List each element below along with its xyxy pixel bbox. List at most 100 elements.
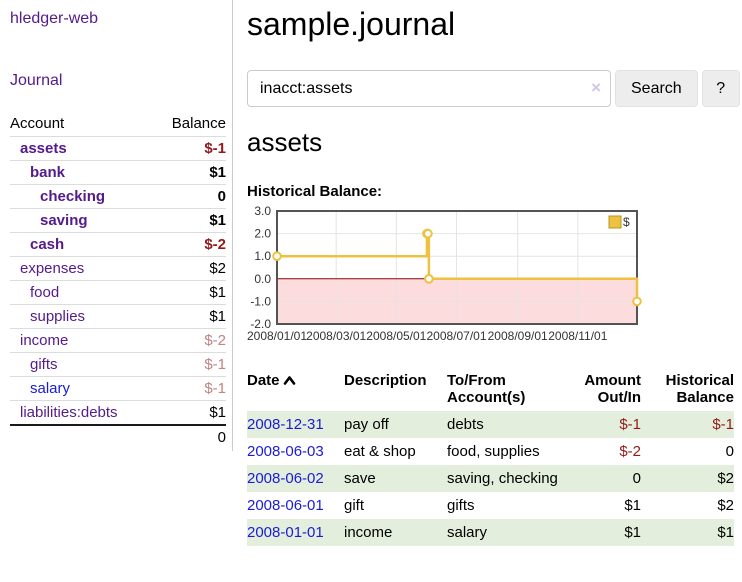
- transaction-balance: 0: [725, 443, 734, 460]
- y-tick-label: 2.0: [254, 227, 271, 241]
- transaction-description: eat & shop: [344, 443, 416, 460]
- account-heading: assets: [247, 127, 323, 157]
- account-row: salary $-1: [10, 376, 226, 401]
- app-layout: hledger-web Journal Account Balance asse…: [0, 0, 742, 546]
- account-link[interactable]: food: [30, 284, 60, 301]
- account-balance: $2: [153, 256, 226, 281]
- search-button[interactable]: Search: [615, 70, 698, 107]
- sidebar-nav: Journal: [10, 72, 226, 90]
- transaction-row: 2008-12-31 pay off debts $-1 $-1: [247, 411, 734, 438]
- account-balance: $1: [153, 400, 226, 425]
- account-row: liabilities:debts $1: [10, 400, 226, 425]
- account-row: gifts $-1: [10, 352, 226, 377]
- x-tick-label: 2008/11/01: [548, 329, 607, 343]
- account-link[interactable]: liabilities:debts: [20, 404, 118, 421]
- x-tick-label: 2008/05/01: [366, 329, 426, 343]
- main-content: sample.journal × Search ? assets Histori…: [233, 0, 742, 546]
- legend-label: $: [623, 215, 630, 229]
- transaction-balance: $-1: [712, 416, 734, 433]
- account-link[interactable]: income: [20, 332, 69, 349]
- transaction-amount: $1: [624, 524, 641, 541]
- account-link[interactable]: gifts: [30, 356, 58, 373]
- account-link[interactable]: cash: [30, 236, 65, 253]
- account-link[interactable]: supplies: [30, 308, 86, 325]
- account-link[interactable]: saving: [40, 212, 88, 229]
- y-tick-label: -2.0: [250, 317, 271, 331]
- data-point: [272, 251, 282, 262]
- account-name-cell: saving: [10, 208, 154, 233]
- account-link[interactable]: salary: [30, 380, 71, 397]
- sidebar: hledger-web Journal Account Balance asse…: [0, 0, 233, 451]
- x-tick-label: 2008/09/01: [488, 329, 548, 343]
- chart-title: Historical Balance:: [247, 183, 383, 200]
- account-row: saving $1: [10, 208, 226, 233]
- account-link[interactable]: bank: [30, 164, 66, 181]
- transaction-date-link[interactable]: 2008-12-31: [247, 416, 324, 433]
- register-header-balance: Historical Balance: [665, 372, 734, 406]
- app-title-link[interactable]: hledger-web: [10, 10, 99, 27]
- account-link[interactable]: expenses: [20, 260, 85, 277]
- clear-search-icon[interactable]: ×: [591, 78, 601, 97]
- account-row: supplies $1: [10, 304, 226, 329]
- transaction-row: 2008-06-01 gift gifts $1 $2: [247, 492, 734, 519]
- help-button[interactable]: ?: [701, 70, 740, 107]
- account-balance: $-1: [153, 352, 226, 377]
- account-link[interactable]: assets: [20, 140, 67, 157]
- accounts-table-body: assets $-1 bank $1 checking 0 saving $1 cash $-2 e…: [10, 136, 226, 425]
- page-title: sample.journal: [247, 6, 456, 42]
- account-link[interactable]: checking: [40, 188, 106, 205]
- transaction-date-cell: 2008-01-01: [247, 519, 344, 546]
- account-row: expenses $2: [10, 256, 226, 281]
- transaction-balance: $2: [717, 497, 734, 514]
- transaction-date-link[interactable]: 2008-06-03: [247, 443, 324, 460]
- transaction-accounts: salary: [447, 524, 488, 541]
- register-header-accounts: To/From Account(s): [447, 372, 526, 406]
- date-header-label: Date: [247, 372, 280, 389]
- transaction-accounts: debts: [447, 416, 484, 433]
- register-header-date[interactable]: Date: [247, 370, 344, 411]
- x-tick-label: 2008/03/01: [306, 329, 366, 343]
- transaction-row: 2008-06-03 eat & shop food, supplies $-2 0: [247, 438, 734, 465]
- y-tick-label: -1.0: [250, 294, 271, 308]
- account-name-cell: expenses: [10, 256, 154, 281]
- transaction-amount: $1: [624, 497, 641, 514]
- transaction-date-cell: 2008-06-02: [247, 465, 344, 492]
- account-row: food $1: [10, 280, 226, 305]
- account-balance: 0: [153, 184, 226, 209]
- accounts-table: Account Balance assets $-1 bank $1 checking 0…: [10, 112, 226, 449]
- account-balance: $1: [153, 304, 226, 329]
- x-tick-label: 2008/07/01: [426, 329, 486, 343]
- search-form: × Search ?: [247, 70, 740, 107]
- transaction-accounts: saving, checking: [447, 470, 558, 487]
- transaction-amount: $-1: [619, 416, 641, 433]
- accounts-header-account: Account: [10, 115, 65, 132]
- account-row: assets $-1: [10, 136, 226, 161]
- transaction-description: gift: [344, 497, 365, 514]
- transaction-date-link[interactable]: 2008-01-01: [247, 524, 324, 541]
- search-input[interactable]: [247, 70, 611, 107]
- data-point: [632, 296, 642, 307]
- account-balance: $-2: [153, 232, 226, 257]
- nav-journal-link[interactable]: Journal: [10, 72, 63, 89]
- y-tick-label: 1.0: [254, 249, 271, 263]
- register-header-description: Description: [344, 372, 427, 389]
- accounts-total-row: 0: [10, 424, 226, 449]
- register-header: Date Description To/From Account(s) Amou…: [247, 370, 734, 411]
- transaction-accounts: food, supplies: [447, 443, 540, 460]
- transaction-date-link[interactable]: 2008-06-01: [247, 497, 324, 514]
- transaction-row: 2008-06-02 save saving, checking 0 $2: [247, 465, 734, 492]
- account-name-cell: bank: [10, 160, 154, 185]
- data-point: [423, 228, 433, 239]
- register-header-amount: Amount Out/In: [584, 372, 641, 406]
- transaction-date-cell: 2008-06-01: [247, 492, 344, 519]
- transaction-amount: 0: [632, 470, 641, 487]
- legend-swatch: [608, 215, 622, 229]
- historical-balance-chart: 2008/01/01 2008/03/01 2008/05/01 2008/07/01…: [247, 204, 642, 343]
- transaction-date-link[interactable]: 2008-06-02: [247, 470, 324, 487]
- transaction-description: save: [344, 470, 376, 487]
- transaction-amount: $-2: [619, 443, 641, 460]
- account-name-cell: income: [10, 328, 154, 353]
- account-row: income $-2: [10, 328, 226, 353]
- account-name-cell: food: [10, 280, 154, 305]
- y-tick-label: 3.0: [254, 204, 271, 218]
